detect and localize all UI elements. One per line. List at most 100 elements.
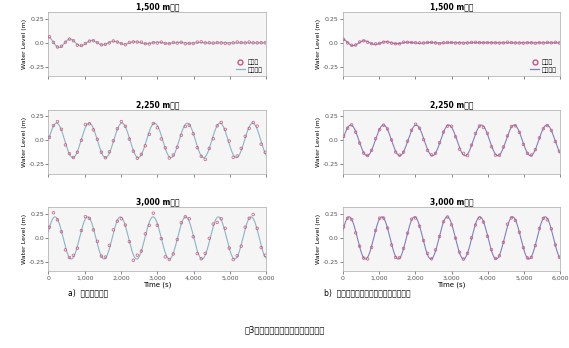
Point [149,121,158,126]
Point [152,125,162,130]
Point [149,40,158,46]
Point [411,121,420,127]
Point [403,39,412,45]
Point [245,39,254,45]
Point [415,125,424,131]
Point [483,234,492,239]
Point [133,252,142,258]
Point [77,43,86,48]
Point [221,127,230,132]
Point [109,38,118,44]
Point [117,216,126,222]
Point [551,139,560,144]
Point [97,42,106,48]
Point [427,256,436,262]
Point [133,156,142,161]
Point [149,211,158,216]
Point [121,42,130,47]
Point [217,40,226,46]
Point [539,126,548,132]
Point [152,40,162,46]
Point [455,147,464,152]
Point [233,153,242,159]
Point [427,152,436,158]
Point [53,217,62,223]
Point [523,151,532,156]
Point [391,255,400,260]
Point [399,149,408,155]
Point [125,239,134,244]
Point [383,39,392,45]
Point [527,255,536,260]
Point [347,217,356,222]
Point [371,228,380,233]
Point [435,234,444,239]
Point [193,39,202,45]
X-axis label: Time (s): Time (s) [438,282,465,288]
Point [507,40,516,45]
Point [535,135,544,141]
Point [495,152,504,158]
Point [113,126,122,132]
Point [375,41,384,46]
Point [503,221,512,227]
Point [383,126,392,132]
Point [443,40,452,45]
Title: 2,250 m地点: 2,250 m地点 [430,100,473,109]
Point [165,257,174,262]
Point [85,216,94,221]
Point [347,122,356,128]
Point [169,40,178,45]
Point [137,151,146,157]
Point [205,236,214,241]
Point [257,245,266,251]
Point [447,124,456,129]
Point [531,147,540,152]
Point [419,238,428,243]
Point [53,119,62,124]
Point [367,41,376,47]
Y-axis label: Water Level (m): Water Level (m) [316,19,321,69]
Point [351,230,360,236]
Point [551,242,560,248]
Point [479,219,488,225]
Point [351,129,360,135]
Point [225,245,234,251]
Point [249,212,258,218]
Point [257,40,266,46]
Point [451,40,460,46]
Point [367,148,376,153]
Text: 図3　水路系の流況推定結果の比較: 図3 水路系の流況推定結果の比較 [244,325,325,334]
Point [169,251,178,257]
Point [257,141,266,147]
Point [503,39,512,45]
Point [213,40,222,45]
Point [395,41,404,47]
Point [543,123,552,128]
Point [435,140,444,145]
Point [221,41,230,46]
Point [543,217,552,223]
Point [177,39,186,45]
Point [197,256,206,262]
Point [105,149,114,155]
Point [511,40,520,46]
Point [431,40,440,46]
Point [169,152,178,158]
Point [539,215,548,221]
Point [57,229,66,235]
Point [499,239,508,245]
Point [141,41,150,47]
Point [499,144,508,150]
Point [65,151,74,157]
Point [371,41,380,47]
Point [225,138,234,144]
Point [209,221,218,227]
Point [49,40,58,45]
Point [487,144,496,150]
Point [157,136,166,142]
Title: 2,250 m地点: 2,250 m地点 [135,100,179,109]
Point [519,245,528,251]
Point [343,215,352,221]
Point [161,254,170,260]
